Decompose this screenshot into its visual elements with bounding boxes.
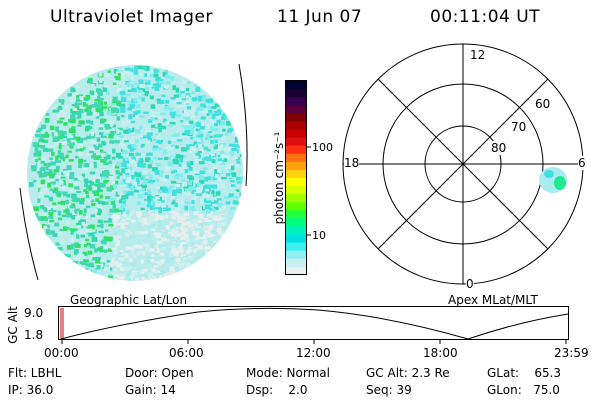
info-ip: IP: 36.0 [8, 383, 54, 397]
altitude-plot [58, 306, 569, 344]
x-tick-2359: 23:59 [554, 346, 589, 360]
altitude-curve [60, 307, 569, 340]
info-glat: GLat: 65.3 [487, 366, 562, 380]
limb-arc-right [238, 63, 248, 187]
x-tick-1800: 18:00 [423, 346, 458, 360]
mlt-label-0: 0 [466, 277, 474, 291]
info-gain: Gain: 14 [125, 383, 176, 397]
apex-label: Apex MLat/MLT [448, 293, 538, 307]
y-tick-1-8: 1.8 [24, 328, 44, 342]
colorbar-tick-100: 100 [312, 141, 333, 154]
time-label: 00:11:04 UT [430, 7, 541, 27]
colorbar [285, 80, 311, 276]
imager-title: Ultraviolet Imager [50, 7, 213, 27]
mlt-label-12: 12 [470, 48, 486, 62]
x-tick-1200: 12:00 [296, 346, 331, 360]
info-glon: GLon: 75.0 [487, 383, 560, 397]
x-tick-0600: 06:00 [169, 346, 204, 360]
gc-alt-axis-label: GC Alt [5, 306, 20, 344]
x-tick-0000: 00:00 [44, 346, 79, 360]
lat-label-70: 70 [511, 120, 527, 134]
date-label: 11 Jun 07 [277, 7, 363, 27]
geographic-label: Geographic Lat/Lon [70, 293, 188, 307]
limb-arc-left [19, 187, 39, 281]
earth-disk-image [19, 63, 248, 281]
info-filter: Flt: LBHL [8, 366, 62, 380]
info-mode: Mode: Normal [246, 366, 330, 380]
info-door: Door: Open [125, 366, 194, 380]
info-gc-alt: GC Alt: 2.3 Re [366, 366, 450, 380]
colorbar-tick-10: 10 [312, 229, 326, 242]
info-seq: Seq: 39 [366, 383, 412, 397]
mlt-label-6: 6 [578, 156, 586, 170]
lat-label-80: 80 [491, 141, 507, 155]
y-tick-9: 9.0 [24, 306, 44, 320]
mlt-label-18: 18 [344, 156, 360, 170]
polar-plot [342, 43, 584, 285]
lat-label-60: 60 [535, 97, 551, 111]
polar-aurora-spot [539, 167, 567, 193]
colorbar-label: photon cm⁻²s⁻¹ [272, 131, 286, 225]
info-dsp: Dsp: 2.0 [246, 383, 308, 397]
